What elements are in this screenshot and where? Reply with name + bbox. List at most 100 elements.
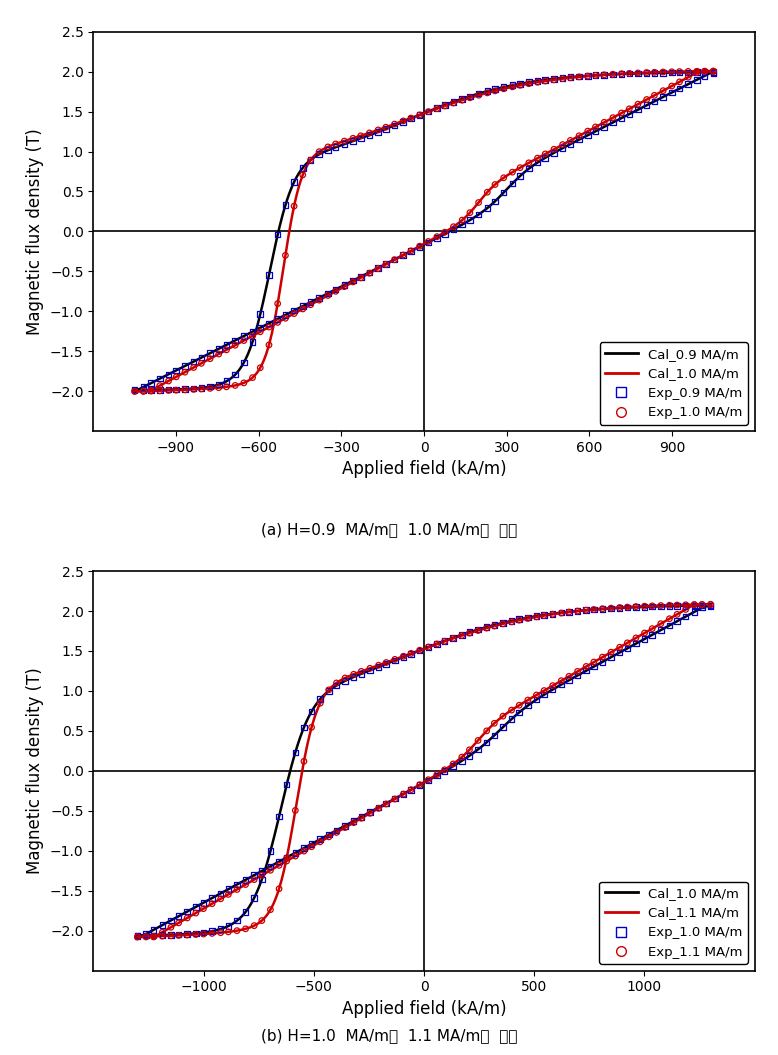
Point [488,616,500,633]
Point [456,212,468,229]
Point [556,71,569,88]
Point [279,310,292,327]
Point [439,224,451,241]
Point [438,762,450,779]
Point [531,73,544,90]
Point [580,658,592,675]
Point [538,607,550,624]
Point [471,621,484,638]
Point [355,268,367,285]
Point [548,72,560,89]
Point [181,909,194,926]
Point [598,114,611,131]
Point [231,922,244,939]
Point [648,93,661,110]
Point [165,919,177,936]
Point [373,658,385,675]
Point [555,605,567,621]
Point [247,369,259,386]
Point [496,614,509,631]
Point [281,852,293,869]
Point [338,133,351,150]
Point [330,677,342,694]
Point [254,306,267,323]
Point [380,256,392,273]
Point [422,771,435,788]
Point [220,342,233,359]
Point [163,381,175,398]
Point [471,732,484,749]
Point [623,65,636,82]
Point [438,633,450,650]
Point [398,648,410,665]
Point [682,76,695,93]
Point [156,926,169,943]
Point [555,605,567,621]
Point [220,337,233,353]
Point [671,597,683,614]
Point [431,635,443,652]
Point [688,596,700,613]
Legend: Cal_1.0 MA/m, Cal_1.1 MA/m, Exp_1.0 MA/m, Exp_1.1 MA/m: Cal_1.0 MA/m, Cal_1.1 MA/m, Exp_1.0 MA/m… [600,882,748,964]
Point [380,795,392,812]
Point [564,69,576,85]
Point [137,383,149,400]
Point [355,663,367,679]
Point [707,63,720,80]
Point [298,843,310,860]
Point [581,68,594,84]
Point [523,75,535,92]
Point [613,599,626,616]
Point [247,327,259,344]
Point [447,220,460,237]
Point [128,383,141,400]
Point [546,682,559,698]
Point [587,658,600,675]
Point [314,695,327,712]
Point [153,378,166,395]
Point [313,146,325,162]
Point [607,114,619,131]
Point [607,110,619,127]
Point [573,68,585,84]
Point [165,912,177,928]
Point [707,64,720,81]
Point [323,828,335,845]
Point [247,323,259,340]
Point [380,794,392,811]
Point [665,63,678,80]
Point [513,611,525,628]
Point [548,140,560,157]
Point [314,691,327,708]
Point [288,197,300,214]
Point [321,287,334,304]
Point [388,790,401,807]
Point [456,627,468,644]
Point [422,234,435,251]
Point [413,776,426,793]
Y-axis label: Magnetic flux density (T): Magnetic flux density (T) [26,128,44,334]
Point [596,649,608,666]
Point [471,622,484,639]
Point [605,649,617,666]
Point [237,354,250,371]
Point [506,164,519,180]
Point [363,124,376,141]
Point [699,62,711,79]
Point [621,634,633,651]
Point [220,379,233,396]
Point [229,366,241,383]
Point [413,237,426,254]
Point [355,130,367,147]
Point [363,264,376,281]
Point [254,323,267,340]
Point [539,73,552,90]
Point [148,921,160,938]
Point [497,185,510,202]
Point [397,113,409,130]
Point [153,370,166,387]
Point [187,380,200,397]
Point [506,78,519,95]
Point [629,630,642,647]
Point [539,150,552,167]
